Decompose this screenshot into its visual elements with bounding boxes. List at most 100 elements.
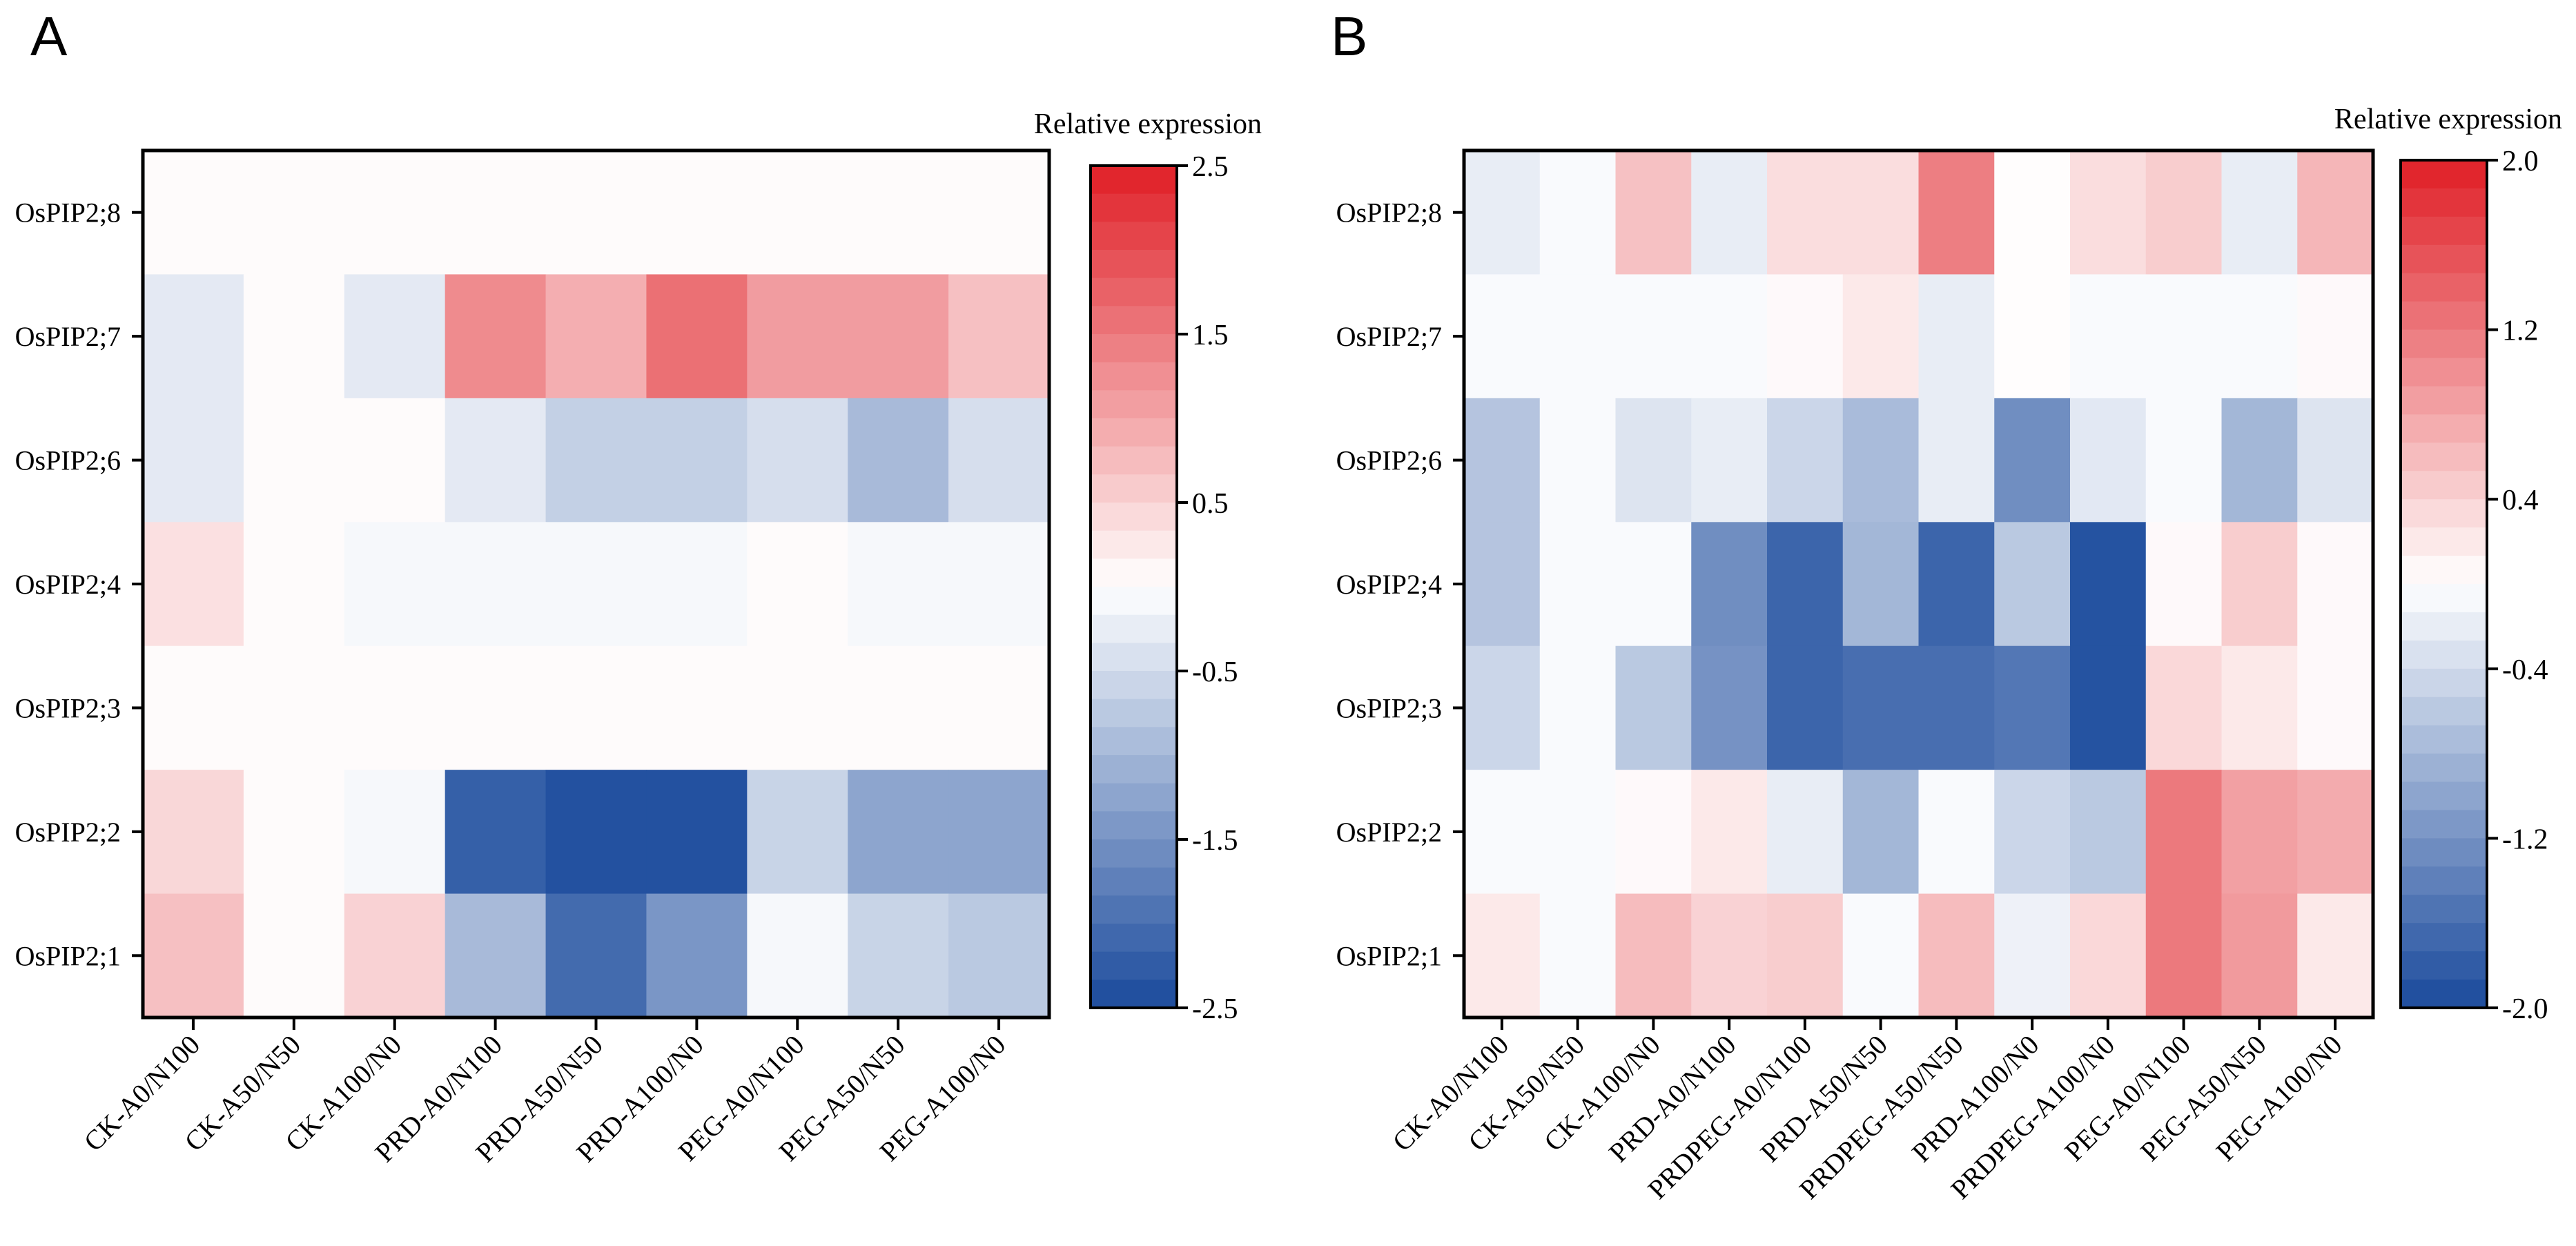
heatmap-cell (344, 398, 446, 523)
colorbar-segment (1091, 895, 1177, 924)
colorbar-segment (2401, 301, 2487, 331)
colorbar-tick-label: 2.0 (2502, 146, 2539, 177)
heatmap-cell (1918, 770, 1996, 895)
heatmap-cell (1918, 645, 1996, 770)
colorbar-segment (1091, 193, 1177, 222)
heatmap-cell (445, 645, 547, 770)
colorbar-segment (2401, 866, 2487, 895)
colorbar-segment (2401, 499, 2487, 528)
colorbar-segment (2401, 216, 2487, 246)
heatmap-cell (2221, 150, 2299, 275)
colorbar-segment (2401, 556, 2487, 585)
colorbar-segment (2401, 244, 2487, 274)
colorbar-tick-label: -0.4 (2502, 654, 2548, 686)
heatmap-cell (1767, 398, 1844, 523)
row-label: OsPIP2;8 (1336, 197, 1442, 228)
heatmap-cell (747, 893, 849, 1018)
colorbar-tick-label: 2.5 (1192, 151, 1229, 183)
heatmap-cell (646, 274, 748, 399)
heatmap-cell (1767, 150, 1844, 275)
colorbar-tick-label: -1.2 (2502, 824, 2548, 855)
heatmap-cell (2070, 893, 2147, 1018)
panel-b-label: B (1331, 6, 1367, 67)
colorbar-tick-label: -2.0 (2502, 993, 2548, 1025)
colorbar-segment (2401, 668, 2487, 698)
colorbar-segment (2401, 640, 2487, 670)
heatmap-cell (2221, 893, 2299, 1018)
colorbar-segment (1091, 643, 1177, 672)
heatmap-cell (1464, 274, 1541, 399)
heatmap-cell (646, 770, 748, 895)
heatmap-cell (1994, 522, 2071, 647)
heatmap-cell (344, 274, 446, 399)
heatmap-cell (2297, 522, 2374, 647)
heatmap-cell (2070, 274, 2147, 399)
heatmap-cell (1842, 274, 1920, 399)
heatmap-cell (545, 522, 647, 647)
colorbar-segment (1091, 530, 1177, 559)
heatmap-cell (1918, 274, 1996, 399)
colorbar-segment (2401, 923, 2487, 952)
colorbar-segment (2401, 725, 2487, 755)
colorbar-segment (1091, 362, 1177, 391)
heatmap-cell (2070, 645, 2147, 770)
heatmap-cell (948, 522, 1050, 647)
colorbar-segment (2401, 838, 2487, 867)
colorbar-segment (1091, 474, 1177, 503)
heatmap-cell (848, 645, 949, 770)
heatmap-cell (545, 398, 647, 523)
heatmap-cell (1464, 645, 1541, 770)
heatmap-cell (1691, 398, 1768, 523)
heatmap-cell (1464, 150, 1541, 275)
heatmap-cell (2297, 645, 2374, 770)
heatmap-cell (1767, 522, 1844, 647)
colorbar-segment (1091, 783, 1177, 812)
heatmap-cell (2070, 150, 2147, 275)
colorbar-tick-label: 1.2 (2502, 315, 2539, 347)
heatmap-cell (445, 150, 547, 275)
heatmap-cell (1918, 522, 1996, 647)
heatmap-cell (1615, 893, 1692, 1018)
heatmap-cell (243, 150, 345, 275)
heatmap-cell (2145, 274, 2223, 399)
colorbar-segment (2401, 980, 2487, 1009)
panel-b-colorbar-frame (2399, 159, 2488, 1009)
heatmap-cell (2070, 398, 2147, 523)
row-label: OsPIP2;3 (15, 692, 121, 723)
colorbar-segment (1091, 166, 1177, 195)
heatmap-cell (2297, 274, 2374, 399)
colorbar-tick-label: 1.5 (1192, 320, 1229, 351)
row-label: OsPIP2;6 (1336, 445, 1442, 476)
heatmap-cell (344, 522, 446, 647)
heatmap-cell (143, 522, 244, 647)
heatmap-cell (1994, 398, 2071, 523)
panel-b-row-labels: OsPIP2;8 OsPIP2;7 OsPIP2;6 OsPIP2;4 OsPIP2;3… (1336, 197, 1464, 971)
heatmap-cell (1767, 770, 1844, 895)
heatmap-cell (747, 398, 849, 523)
heatmap-cell (545, 770, 647, 895)
colorbar-segment (2401, 781, 2487, 811)
heatmap-cell (143, 150, 244, 275)
colorbar-segment (2401, 951, 2487, 980)
colorbar-segment (1091, 503, 1177, 532)
heatmap-cell (243, 274, 345, 399)
heatmap-cell (1464, 893, 1541, 1018)
heatmap-cell (1918, 398, 1996, 523)
heatmap-cell (1691, 645, 1768, 770)
row-label: OsPIP2;4 (1336, 569, 1442, 600)
heatmap-cell (1464, 398, 1541, 523)
colorbar-segment (1091, 699, 1177, 728)
heatmap-cell (747, 645, 849, 770)
heatmap-cell (2145, 893, 2223, 1018)
colorbar-segment (2401, 358, 2487, 387)
heatmap-cell (2297, 398, 2374, 523)
heatmap-cell (948, 770, 1050, 895)
colorbar-tick-label: -2.5 (1192, 993, 1238, 1025)
heatmap-cell (1539, 522, 1617, 647)
heatmap-cell (848, 150, 949, 275)
heatmap-cell (545, 645, 647, 770)
colorbar-tick-label: -1.5 (1192, 825, 1238, 857)
colorbar-segment (2401, 442, 2487, 471)
row-label: OsPIP2;2 (15, 817, 121, 848)
heatmap-cell (1918, 893, 1996, 1018)
